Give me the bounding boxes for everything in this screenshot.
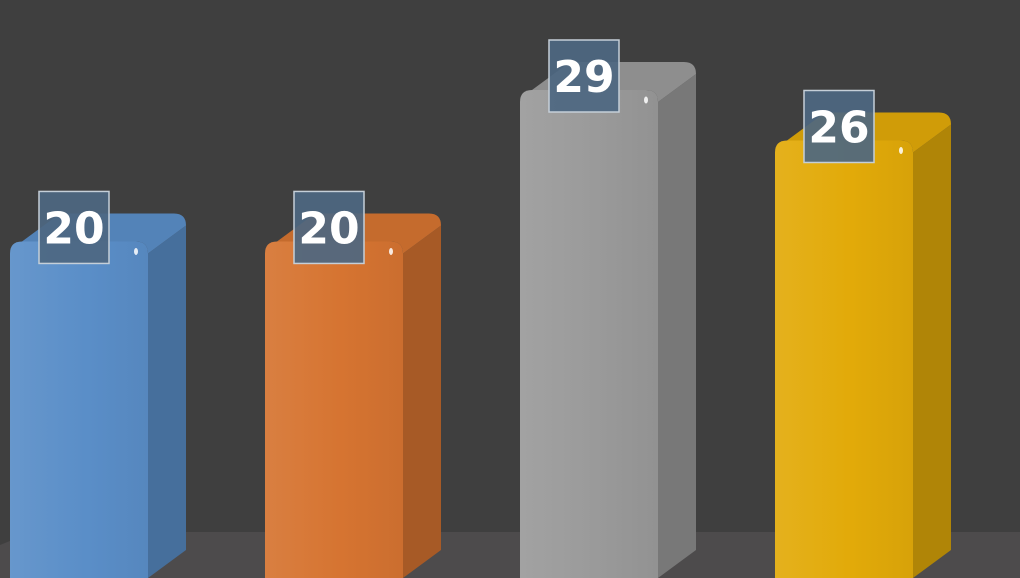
bar-front-face: [265, 241, 403, 578]
bar-highlight: [899, 146, 903, 154]
bar-front-face: [520, 90, 658, 578]
bar: [520, 62, 696, 578]
data-label-box: [293, 190, 365, 265]
data-label-text: 26: [808, 102, 869, 153]
data-label-box: [803, 89, 875, 164]
data-label-text: 29: [553, 52, 614, 103]
data-label-text: 20: [43, 203, 104, 254]
bar-highlight: [134, 247, 138, 255]
bar: [775, 112, 951, 578]
bar-side-face: [148, 225, 186, 578]
bar-side-face: [403, 225, 441, 578]
bar-series: [10, 62, 951, 578]
data-labels: 20 20 29 26: [38, 39, 875, 265]
bar-side-face: [658, 74, 696, 578]
bar: [10, 213, 186, 578]
data-label: 29: [548, 39, 620, 113]
data-label: 20: [38, 190, 110, 265]
bar-front-face: [10, 241, 148, 578]
bar-side-face: [913, 124, 951, 578]
bar-front-face: [775, 140, 913, 578]
data-label-box: [548, 39, 620, 113]
bar-highlight: [644, 96, 648, 104]
data-label-text: 20: [298, 203, 359, 254]
bar: [265, 213, 441, 578]
data-label: 20: [293, 190, 365, 265]
data-label: 26: [803, 89, 875, 164]
bar-highlight: [389, 247, 393, 255]
data-label-box: [38, 190, 110, 265]
chart-floor: [0, 532, 1020, 578]
